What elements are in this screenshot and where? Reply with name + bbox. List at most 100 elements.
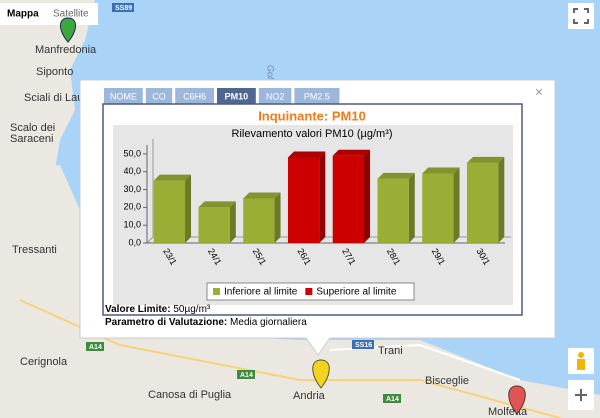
place: Canosa di Puglia	[148, 389, 232, 401]
marker[interactable]	[508, 385, 526, 415]
tab[interactable]: NOME	[104, 88, 143, 104]
tab-label: NO2	[266, 91, 285, 101]
road-label: SS89	[115, 5, 132, 12]
y-tick-label: 50,0	[123, 148, 141, 158]
place: Bisceglie	[425, 375, 469, 387]
place: Trani	[378, 345, 403, 357]
heading: Inquinante: PM10	[258, 108, 366, 123]
road-label: A14	[240, 372, 253, 379]
bar	[466, 162, 499, 243]
legend: Inferiore al limite Superiore al limite	[206, 282, 415, 301]
bar-side	[453, 167, 460, 243]
detail-label: Valore Limite:	[105, 304, 171, 315]
tab-label: NOME	[110, 91, 137, 101]
bar-top	[377, 172, 415, 179]
road-label: A14	[386, 396, 399, 403]
shield	[86, 342, 104, 351]
tab-label: C6H6	[183, 91, 206, 101]
icon	[578, 352, 584, 358]
place: Saraceni	[10, 133, 53, 145]
tab[interactable]: NO2	[258, 88, 292, 104]
bar	[153, 180, 186, 243]
legend-swatch	[213, 288, 220, 295]
legend-label: Inferiore al limite	[224, 287, 298, 298]
tab[interactable]: CO	[145, 88, 173, 104]
detail-value: Media giornaliera	[230, 317, 307, 328]
bar	[377, 178, 409, 243]
bar-top	[153, 174, 192, 181]
bar	[198, 207, 230, 243]
fullscreen-button[interactable]	[568, 3, 594, 29]
pegman[interactable]	[568, 348, 594, 374]
bar-side	[364, 149, 371, 243]
road-label: SS16	[355, 342, 372, 349]
place: Manfredonia	[35, 44, 97, 56]
map-type-control: Mappa Satellite	[0, 3, 98, 25]
tab-bg	[175, 88, 214, 104]
tab-bg	[294, 88, 340, 104]
tab-bg	[104, 88, 143, 104]
tab[interactable]: C6H6	[175, 88, 214, 104]
place: Tressanti	[12, 244, 57, 256]
shield	[237, 370, 255, 379]
place: Scalo dei	[10, 122, 55, 134]
zoom-in[interactable]	[568, 380, 594, 410]
icon	[577, 359, 585, 370]
land	[0, 0, 95, 180]
place: Molfetta	[488, 406, 528, 418]
tab[interactable]: PM10	[217, 88, 256, 104]
bar-side	[229, 201, 236, 243]
place: Golfo	[266, 65, 276, 87]
bar	[287, 157, 320, 243]
tab-label: PM2.5	[304, 91, 330, 101]
detail: Valore Limite: 50µg/m³	[105, 304, 211, 315]
chart-title: Rilevamento valori PM10 (µg/m³)	[232, 128, 393, 140]
close-button[interactable]: ×	[535, 84, 543, 100]
y-tick-label: 10,0	[123, 220, 141, 230]
tabs: NOME CO C6H6 PM10 NO2 PM2.5	[104, 88, 340, 104]
tab-label: PM10	[225, 91, 249, 101]
popup: × NOME CO C6H6 PM10 NO2 PM2.5 Inquinante: PM1…	[79, 79, 556, 356]
bar-top	[466, 156, 505, 163]
bar-side	[498, 156, 505, 243]
bar-side	[319, 151, 326, 243]
bar-top	[332, 149, 371, 156]
bar-top	[422, 167, 460, 174]
legend-swatch	[305, 288, 313, 295]
button-bg	[568, 3, 594, 29]
place: Sciali di Lauro	[24, 92, 93, 104]
bar-side	[408, 172, 415, 243]
marker[interactable]	[60, 17, 76, 43]
place: Andria	[293, 390, 326, 402]
map-button[interactable]: Mappa	[7, 9, 39, 20]
bar-side	[274, 192, 281, 243]
bar	[422, 173, 454, 243]
road-label: A14	[89, 344, 102, 351]
detail-value: 50µg/m³	[173, 304, 211, 315]
icon	[573, 8, 589, 24]
shield	[352, 340, 374, 349]
bar-side	[185, 174, 192, 243]
place: Siponto	[36, 66, 73, 78]
marker[interactable]	[312, 359, 330, 389]
tab[interactable]: PM2.5	[294, 88, 340, 104]
place: Cerignola	[20, 356, 68, 368]
satellite-button[interactable]: Satellite	[53, 9, 89, 20]
y-tick-label: 30,0	[123, 184, 141, 194]
tab-label: CO	[152, 91, 166, 101]
shield	[112, 3, 134, 12]
y-tick-label: 0,0	[128, 237, 141, 247]
bar-top	[287, 151, 326, 158]
bar-top	[198, 201, 236, 208]
tab-bg	[217, 88, 256, 104]
detail: Parametro di Valutazione: Media giornali…	[105, 317, 307, 328]
bar	[332, 155, 365, 243]
tab-bg	[145, 88, 173, 104]
y-tick-label: 20,0	[123, 202, 141, 212]
shield	[383, 394, 401, 403]
bar	[243, 198, 275, 243]
bar-top	[243, 192, 281, 199]
road-shields: SS89 A14 A14 SS16 A14	[86, 3, 401, 403]
